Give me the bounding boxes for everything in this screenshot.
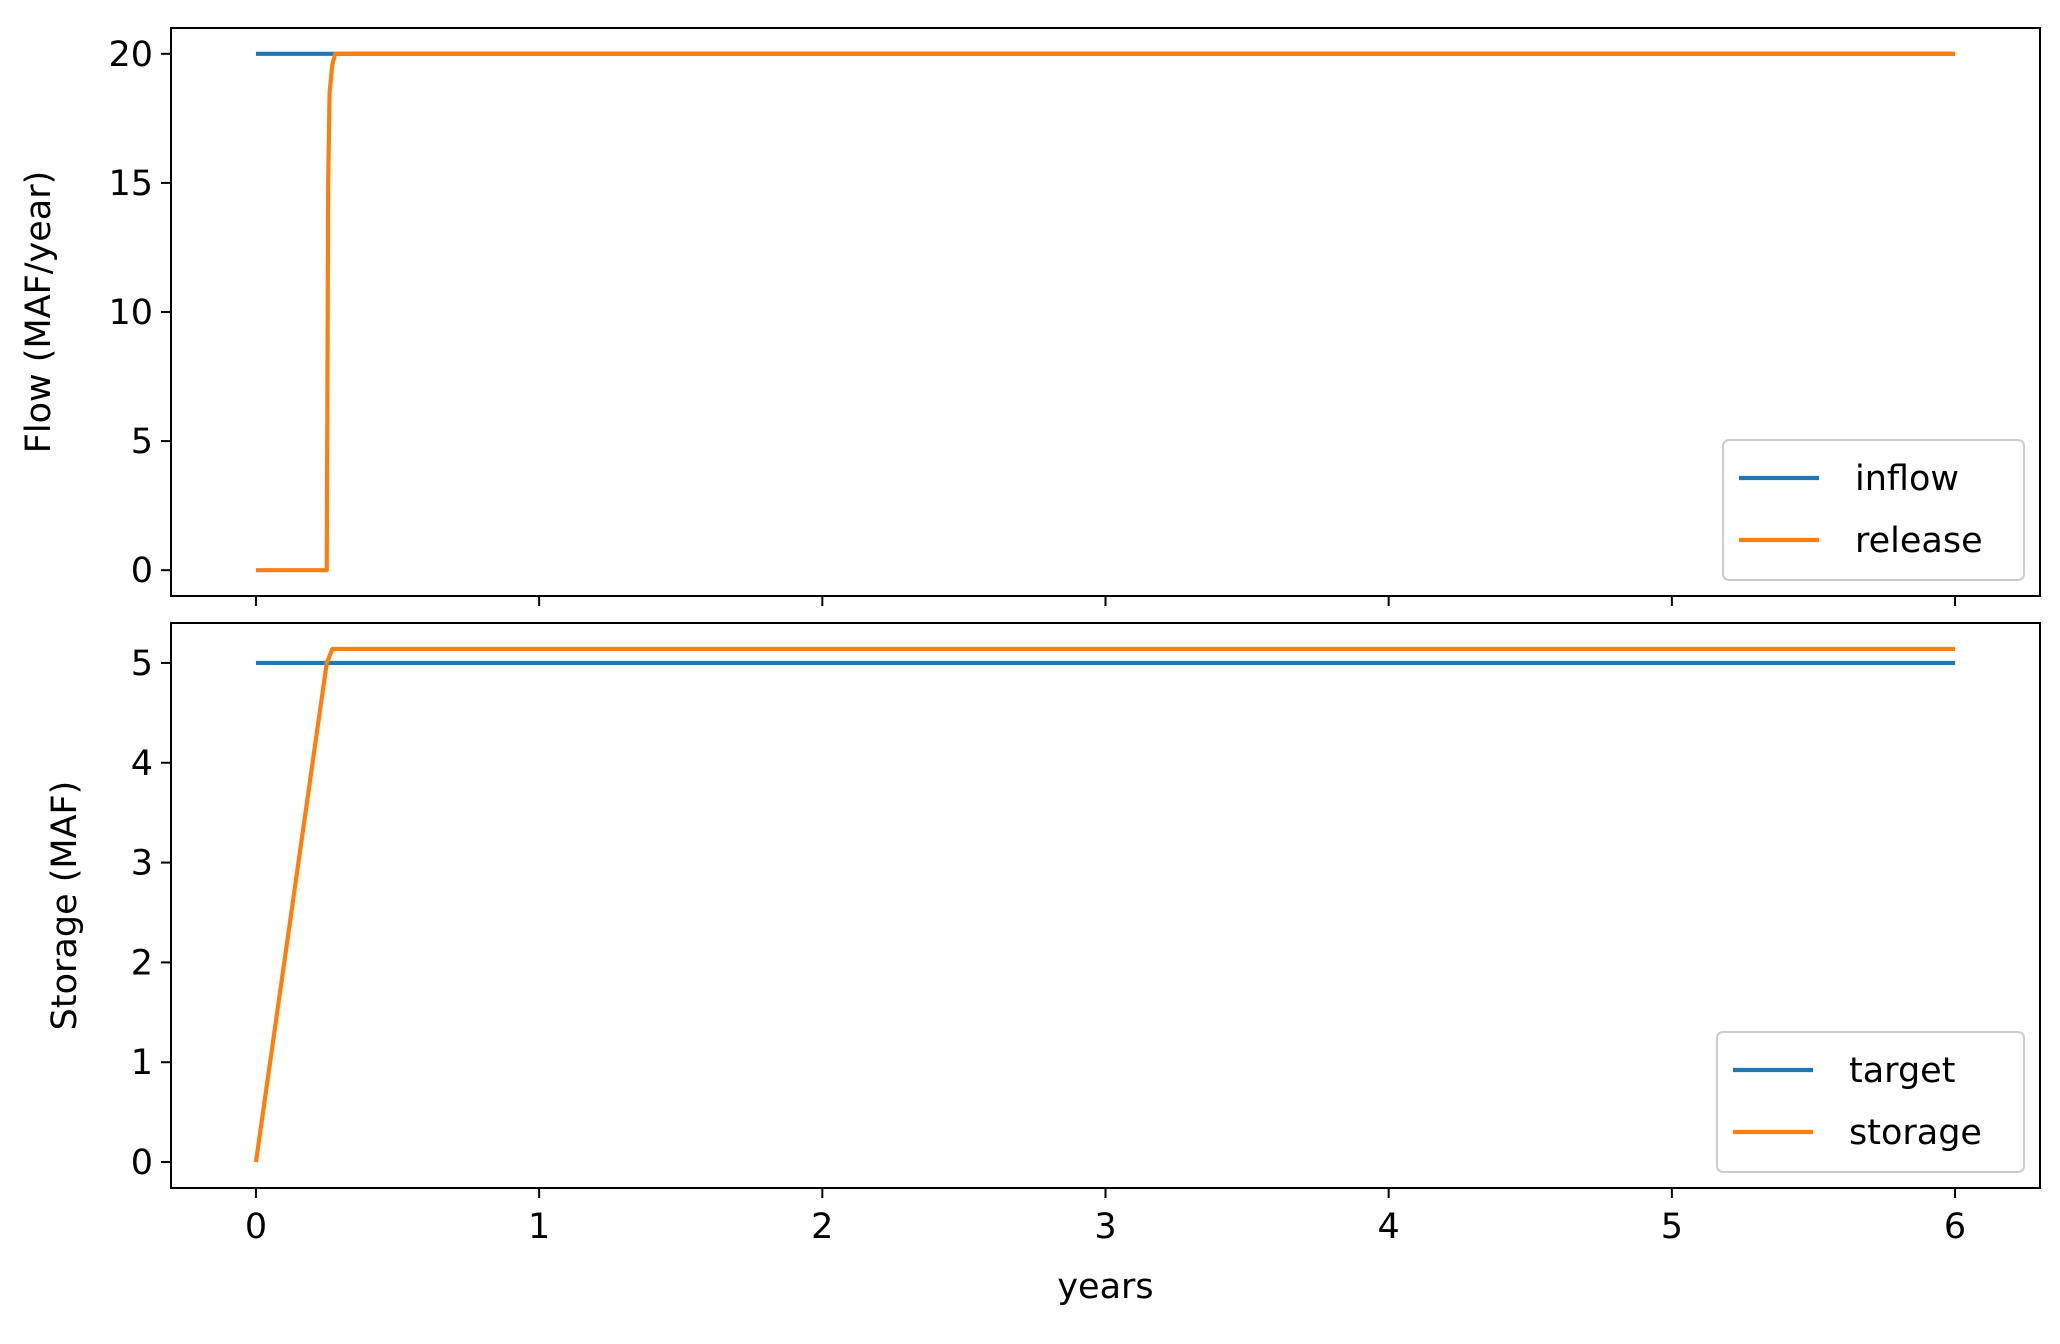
panel2-legend: target storage <box>1716 1031 2025 1173</box>
panel2-xtick-label-1: 1 <box>528 1207 550 1247</box>
panel1-ylabel: Flow (MAF/year) <box>19 171 59 453</box>
panel1-ytick-label-20: 20 <box>108 35 153 75</box>
panel1-ytick-label-10: 10 <box>108 293 153 333</box>
panel2-ytick-label-5: 5 <box>131 644 153 684</box>
panel2-legend-label-target: target <box>1849 1051 1955 1091</box>
panel2-ytick-label-4: 4 <box>131 744 153 784</box>
panel2-xtick-label-5: 5 <box>1661 1207 1683 1247</box>
panel1-legend-box <box>1722 439 2025 581</box>
panel1-ytick-label-5: 5 <box>131 422 153 462</box>
panel1-legend: inflow release <box>1722 439 2025 581</box>
panel2-xtick-label-3: 3 <box>1094 1207 1116 1247</box>
panel1-series-release-line <box>255 51 1956 573</box>
panel1-legend-label-inflow: inflow <box>1855 459 1959 499</box>
panel2-axes: 0 1 2 3 4 5 0 1 2 3 4 5 6 Storage (MAF) years target sto… <box>45 622 2041 1307</box>
panel1-legend-label-release: release <box>1855 521 1983 561</box>
panel2-xtick-label-4: 4 <box>1378 1207 1400 1247</box>
panel2-legend-box <box>1716 1031 2025 1173</box>
panel2-xtick-label-0: 0 <box>245 1207 267 1247</box>
panel2-xtick-label-6: 6 <box>1944 1207 1966 1247</box>
panel2-xtick-label-2: 2 <box>811 1207 833 1247</box>
panel2-ytick-label-3: 3 <box>131 844 153 884</box>
panel2-ylabel: Storage (MAF) <box>45 781 85 1031</box>
panel1-ytick-label-15: 15 <box>108 164 153 204</box>
panel1-ytick-label-0: 0 <box>131 551 153 591</box>
panel2-ytick-label-1: 1 <box>131 1043 153 1083</box>
panel2-ytick-label-2: 2 <box>131 943 153 983</box>
panel2-xlabel: years <box>1057 1267 1153 1307</box>
panel2-legend-label-storage: storage <box>1849 1113 1982 1153</box>
panel1-axes: 0 5 10 15 20 Flow (MAF/year) inflow release <box>19 27 2041 606</box>
panel2-series-storage-line <box>253 646 1956 1163</box>
panel2-ytick-label-0: 0 <box>131 1143 153 1183</box>
